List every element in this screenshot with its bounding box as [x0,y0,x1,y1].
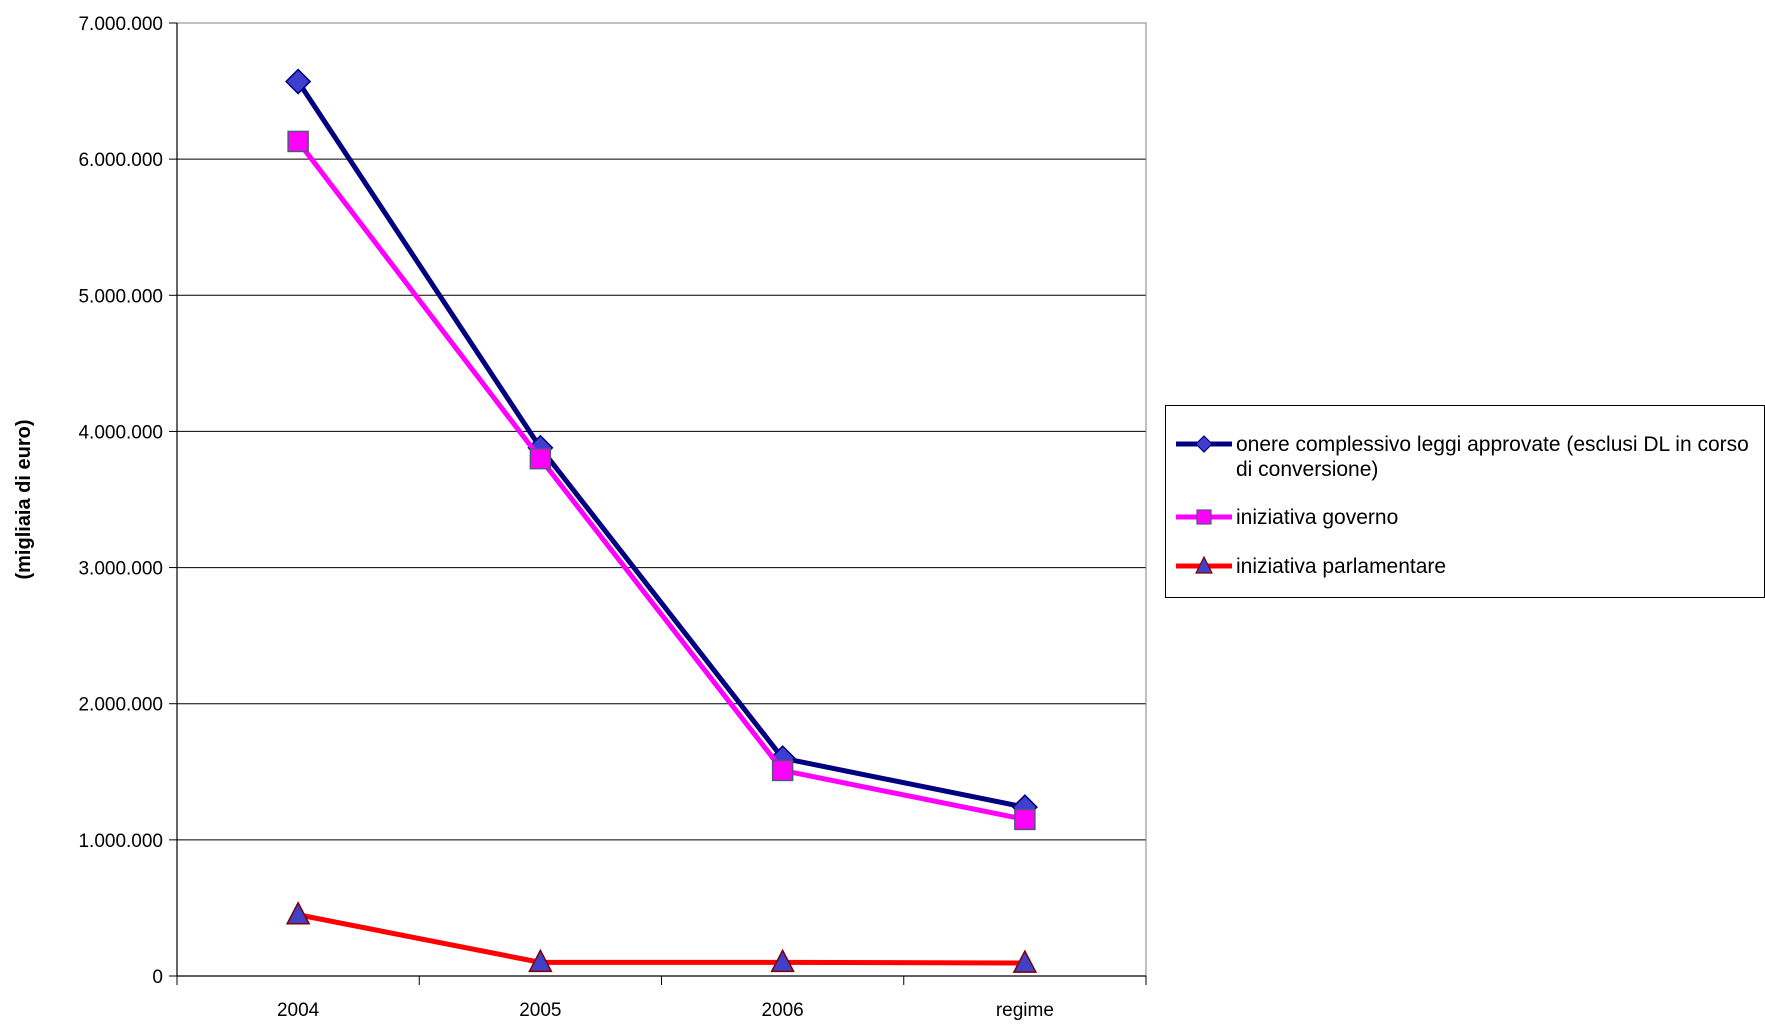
x-tick-label: 2006 [761,1000,803,1021]
series-2 [285,901,1038,973]
y-tick-labels: 0 1.000.000 2.000.000 3.000.000 4.000.000 5.0… [78,14,163,988]
series-line [296,139,1026,822]
data-point [285,901,311,925]
y-tick-label: 3.000.000 [78,559,163,580]
legend-key-square [1176,509,1232,525]
data-point [771,759,794,782]
y-tick-label: 7.000.000 [78,14,163,35]
data-point [285,68,312,95]
gridlines [177,22,1146,841]
data-point [770,948,795,973]
legend-item-iniziativa-parlamentare: iniziativa parlamentare [1174,554,1756,579]
y-tick-label: 2.000.000 [78,695,163,716]
series-line [296,80,1026,810]
data-point [287,130,309,153]
series-group [285,68,1038,973]
legend-key-triangle [1176,555,1232,574]
legend-label: iniziativa parlamentare [1236,555,1447,578]
data-point [1014,808,1036,831]
legend-label: onere complessivo leggi approvate (esclu… [1236,433,1749,481]
legend-key-diamond [1176,435,1232,453]
y-tick-label: 4.000.000 [78,422,163,443]
axes [169,22,1147,985]
legend-label: iniziativa governo [1236,506,1399,529]
x-tick-label: 2005 [519,1000,561,1021]
legend-item-onere-complessivo: onere complessivo leggi approvate (esclu… [1174,432,1756,482]
data-point [1012,949,1038,973]
legend-item-iniziativa-governo: iniziativa governo [1174,505,1756,530]
x-tick-label: 2004 [277,1000,320,1021]
y-tick-label: 5.000.000 [78,286,163,307]
x-tick-label: regime [996,1000,1054,1021]
data-point [529,447,552,470]
series-0 [285,68,1038,821]
data-point [528,948,553,973]
plot-area [176,22,1147,977]
legend: onere complessivo leggi approvate (esclu… [1165,405,1765,598]
series-line [297,912,1025,966]
y-tick-label: 0 [152,967,163,988]
y-axis-title: (migliaia di euro) [13,419,35,579]
x-tick-labels: 2004 2005 2006 regime [277,1000,1054,1021]
series-1 [287,130,1036,831]
y-tick-label: 1.000.000 [78,831,163,852]
y-tick-label: 6.000.000 [78,150,163,171]
